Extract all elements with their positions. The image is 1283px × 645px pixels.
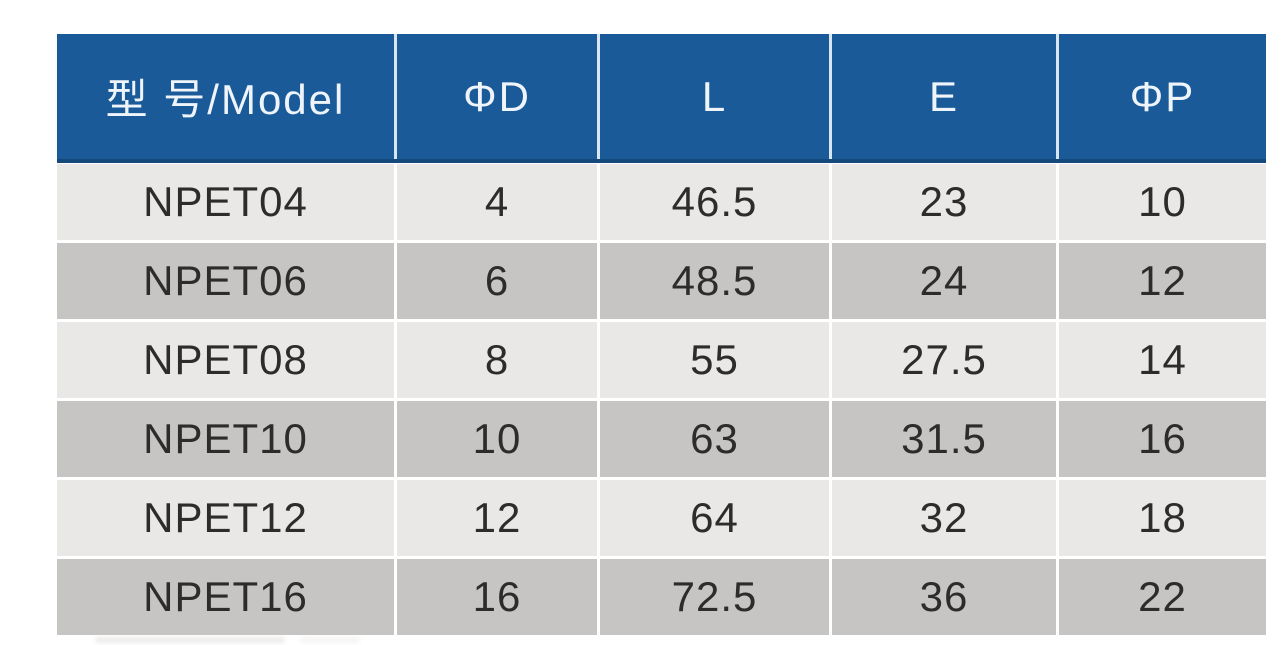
cell-d: 12: [397, 480, 597, 556]
cell-model: NPET06: [57, 243, 394, 319]
cell-l: 64: [600, 480, 829, 556]
cell-p: 22: [1059, 559, 1266, 635]
cell-d: 10: [397, 401, 597, 477]
cell-p: 18: [1059, 480, 1266, 556]
cell-l: 63: [600, 401, 829, 477]
cell-model: NPET08: [57, 322, 394, 398]
table-row-npet10: NPET10 10 63 31.5 16: [57, 401, 1266, 477]
header-cell-length-l: L: [600, 34, 829, 159]
table-row-npet06: NPET06 6 48.5 24 12: [57, 243, 1266, 319]
cell-d: 6: [397, 243, 597, 319]
cell-l: 46.5: [600, 164, 829, 240]
cell-model: NPET04: [57, 164, 394, 240]
cell-model: NPET12: [57, 480, 394, 556]
table-row-npet12: NPET12 12 64 32 18: [57, 480, 1266, 556]
cell-e: 31.5: [832, 401, 1056, 477]
header-cell-diameter-d: ΦD: [397, 34, 597, 159]
table-header-row: 型 号/Model ΦD L E ΦP: [57, 34, 1266, 163]
cell-model: NPET10: [57, 401, 394, 477]
faint-print-artifact: [300, 637, 360, 643]
cell-l: 55: [600, 322, 829, 398]
spec-table: 型 号/Model ΦD L E ΦP NPET04 4 46.5 23 10 …: [57, 34, 1266, 635]
table-row-npet08: NPET08 8 55 27.5 14: [57, 322, 1266, 398]
cell-e: 24: [832, 243, 1056, 319]
cell-d: 16: [397, 559, 597, 635]
cell-p: 10: [1059, 164, 1266, 240]
cell-l: 48.5: [600, 243, 829, 319]
table-row-npet04: NPET04 4 46.5 23 10: [57, 164, 1266, 240]
cell-d: 4: [397, 164, 597, 240]
table-row-npet16: NPET16 16 72.5 36 22: [57, 559, 1266, 635]
cell-e: 36: [832, 559, 1056, 635]
cell-p: 14: [1059, 322, 1266, 398]
cell-p: 12: [1059, 243, 1266, 319]
header-cell-model: 型 号/Model: [57, 34, 394, 159]
table-body: NPET04 4 46.5 23 10 NPET06 6 48.5 24 12 …: [57, 164, 1266, 635]
header-cell-e: E: [832, 34, 1056, 159]
cell-p: 16: [1059, 401, 1266, 477]
cell-l: 72.5: [600, 559, 829, 635]
cell-d: 8: [397, 322, 597, 398]
faint-print-artifact: [95, 637, 285, 643]
cell-e: 32: [832, 480, 1056, 556]
cell-e: 23: [832, 164, 1056, 240]
cell-e: 27.5: [832, 322, 1056, 398]
header-cell-diameter-p: ΦP: [1059, 34, 1266, 159]
cell-model: NPET16: [57, 559, 394, 635]
